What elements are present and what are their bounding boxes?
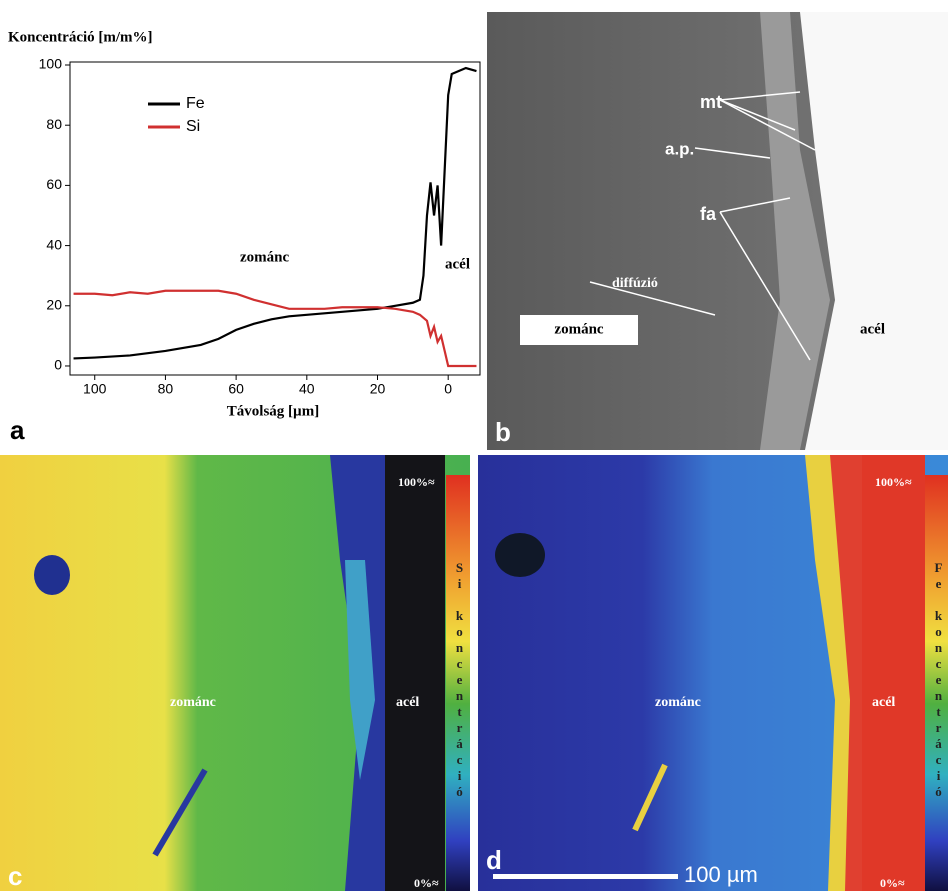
y-tick-label: 0	[54, 357, 62, 373]
y-tick-label: 20	[46, 296, 62, 312]
label: a.p.	[665, 139, 694, 158]
panel-b: mt a.p. fa diffúzió zománc acél b	[487, 12, 948, 450]
line	[74, 68, 477, 358]
plot-frame	[70, 62, 480, 375]
chart-title: Koncentráció [m/m%]	[8, 29, 153, 45]
steel-region	[862, 455, 925, 891]
colorbar-bottom: 0%≈	[414, 876, 439, 890]
y-tick-label: 80	[46, 116, 62, 132]
inclusion	[34, 555, 70, 595]
label: zománc	[554, 321, 603, 337]
x-tick-label: 0	[444, 381, 452, 397]
label: zománc	[170, 695, 216, 710]
colorbar-label: Si koncentráció	[452, 560, 467, 800]
x-tick-label: 60	[228, 381, 244, 397]
x-tick-label: 20	[370, 381, 386, 397]
y-tick-label: 40	[46, 236, 62, 252]
colorbar-label: Fe koncentráció	[931, 560, 946, 800]
inclusion	[495, 533, 545, 577]
colorbar-top: 100%≈	[398, 475, 435, 489]
scale-bar	[493, 874, 678, 879]
panel-d: 100%≈ 0%≈ Fe koncentráció zománc acél 10…	[478, 455, 948, 891]
x-tick-label: 100	[83, 381, 107, 397]
panel-label: c	[8, 861, 22, 891]
steel-region	[385, 455, 445, 891]
figure: mt a.p. fa diffúzió zománc acél b 100%≈ …	[0, 0, 948, 891]
colorbar-bottom: 0%≈	[880, 876, 905, 890]
y-tick-label: 100	[39, 56, 63, 72]
annotation: zománc	[240, 249, 289, 265]
label: mt	[700, 92, 722, 112]
panel-a: Koncentráció [m/m%] Távolság [µm] a 0 20 4…	[8, 29, 480, 444]
x-axis-label: Távolság [µm]	[227, 403, 319, 419]
y-tick-label: 60	[46, 176, 62, 192]
label: fa	[700, 204, 717, 224]
page: {"chart_data":{"type":"line","title":"Ko…	[0, 0, 948, 891]
label: acél	[396, 695, 419, 710]
annotation: acél	[445, 256, 470, 272]
legend-label: Si	[186, 118, 200, 135]
label: acél	[872, 695, 895, 710]
label: acél	[860, 321, 885, 337]
scale-label: 100 µm	[684, 862, 758, 887]
panel-c: 100%≈ 0%≈ Si koncentráció zománc acél c	[0, 455, 470, 891]
panel-label: b	[495, 417, 511, 447]
label: zománc	[655, 695, 701, 710]
x-tick-label: 80	[158, 381, 174, 397]
colorbar-top: 100%≈	[875, 475, 912, 489]
x-tick-label: 40	[299, 381, 315, 397]
panel-label: d	[486, 845, 502, 875]
panel-label: a	[10, 415, 25, 445]
legend-label: Fe	[186, 95, 205, 112]
arrow-text: diffúzió	[612, 276, 658, 291]
